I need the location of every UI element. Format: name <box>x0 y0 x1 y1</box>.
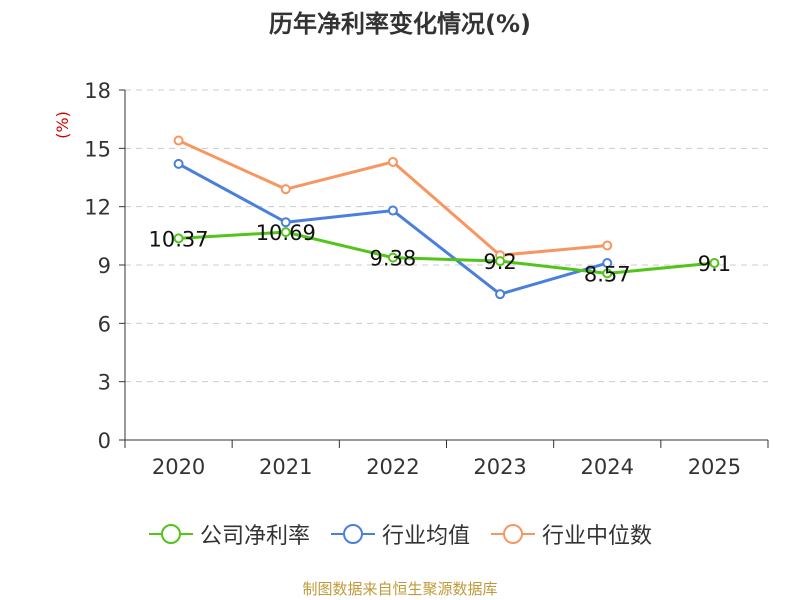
data-label: 9.2 <box>483 250 516 274</box>
legend-item-industry-median[interactable]: 行业中位数 <box>490 518 652 550</box>
legend-line-icon <box>148 524 193 544</box>
data-point <box>602 258 613 269</box>
data-point <box>602 240 613 251</box>
x-tick-label: 2025 <box>688 455 741 479</box>
data-point <box>280 217 291 228</box>
x-tick-label: 2022 <box>366 455 419 479</box>
series-line-1 <box>177 162 608 296</box>
x-tick-label: 2024 <box>581 455 634 479</box>
series-lines <box>177 139 715 296</box>
data-label: 9.1 <box>698 252 731 276</box>
legend-label: 行业均值 <box>381 524 470 549</box>
x-tick-label: 2023 <box>473 455 526 479</box>
source-footer: 制图数据来自恒生聚源数据库 <box>302 580 498 598</box>
data-point <box>173 233 184 244</box>
data-point <box>387 252 398 263</box>
data-point <box>387 205 398 216</box>
y-tick-label: 18 <box>84 79 111 103</box>
axes: 0 3 6 9 12 15 18 2020 2021 2022 2023 2024 2025 <box>84 79 769 479</box>
y-tick-label: 0 <box>98 429 111 453</box>
series-points <box>173 135 720 300</box>
data-label: 10.37 <box>149 227 209 251</box>
data-point <box>173 158 184 169</box>
y-tick-label: 12 <box>84 196 111 220</box>
data-point <box>602 268 613 279</box>
y-tick-label: 15 <box>84 137 111 161</box>
x-tick-label: 2020 <box>152 455 205 479</box>
data-point <box>280 184 291 195</box>
legend-item-company[interactable]: 公司净利率 <box>148 518 310 550</box>
series-line-0 <box>178 230 715 275</box>
data-point <box>173 135 184 146</box>
data-point <box>495 256 506 267</box>
data-label: 9.38 <box>370 247 417 271</box>
legend-label: 行业中位数 <box>542 524 653 549</box>
legend-line-icon <box>330 524 375 544</box>
x-tick-label: 2021 <box>259 455 312 479</box>
y-tick-label: 6 <box>98 312 111 336</box>
data-point <box>709 258 720 269</box>
legend-item-industry-mean[interactable]: 行业均值 <box>330 518 470 550</box>
data-label: 10.69 <box>256 221 316 245</box>
y-tick-label: 9 <box>98 254 111 278</box>
data-point <box>387 156 398 167</box>
data-label: 8.57 <box>584 262 631 286</box>
legend-label: 公司净利率 <box>199 524 310 549</box>
data-point <box>495 289 506 300</box>
legend: 公司净利率 行业均值 行业中位数 <box>0 518 800 550</box>
y-axis-label: (%) <box>53 111 72 139</box>
data-labels: 10.37 10.69 9.38 9.2 8.57 9.1 <box>149 221 732 286</box>
y-tick-label: 3 <box>98 371 111 395</box>
chart-title: 历年净利率变化情况(%) <box>269 10 531 38</box>
data-point <box>280 227 291 238</box>
legend-line-icon <box>491 524 535 544</box>
